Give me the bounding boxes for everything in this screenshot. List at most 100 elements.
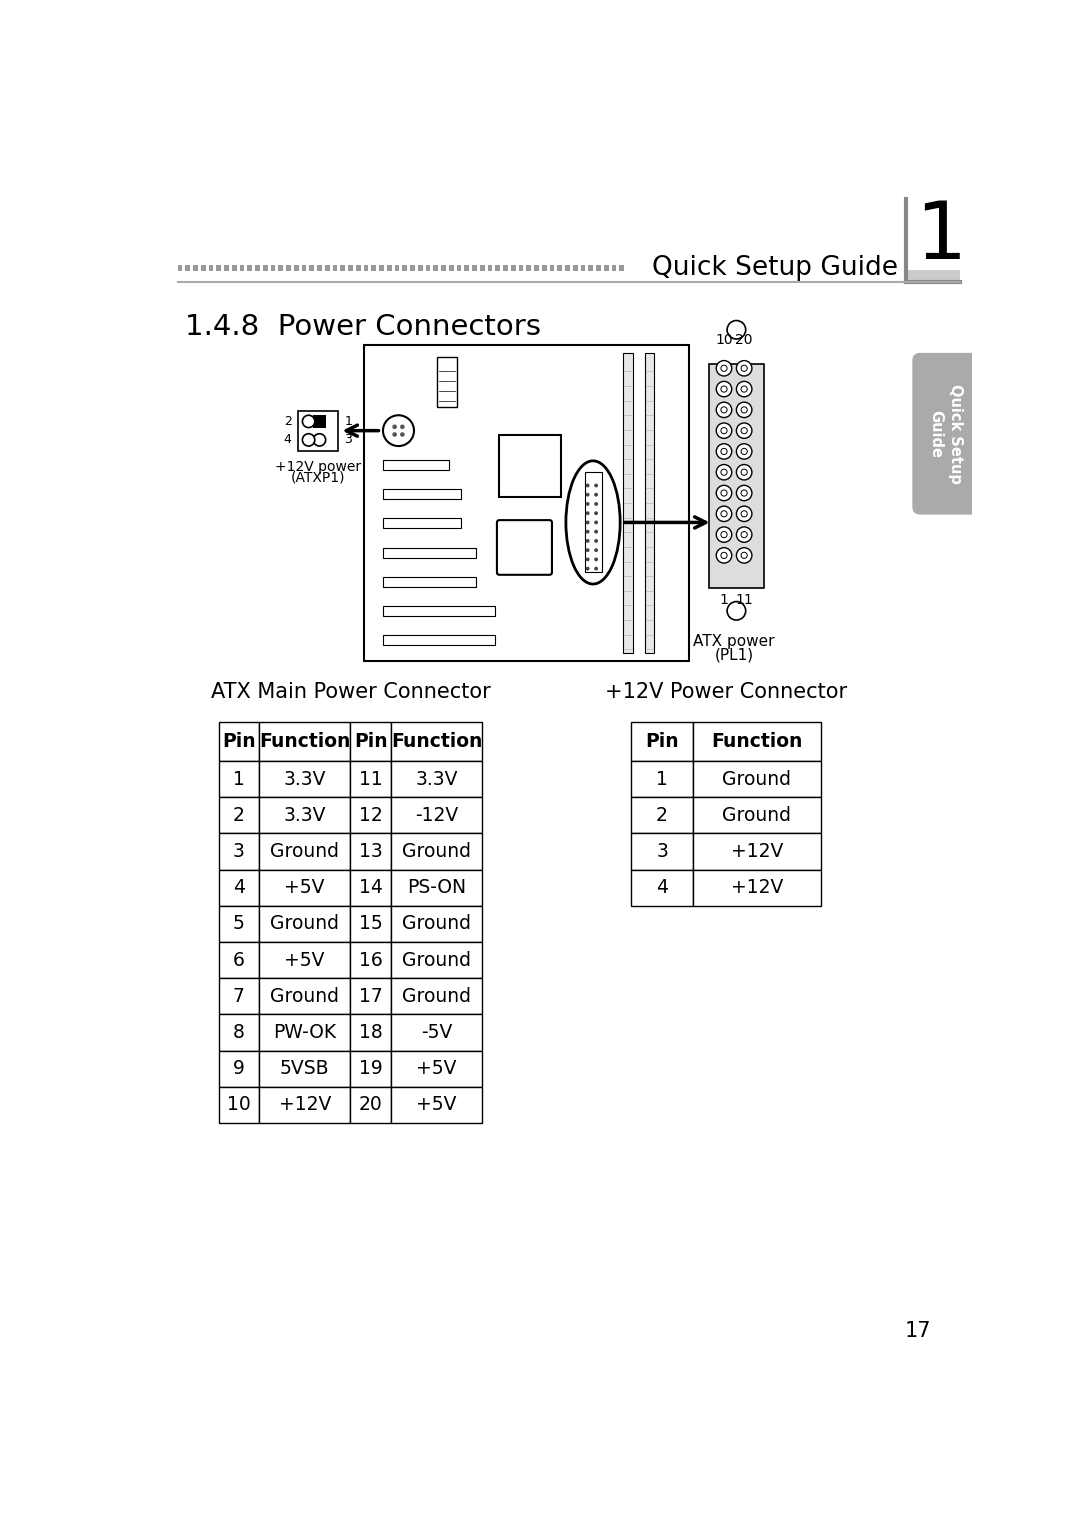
Circle shape: [721, 385, 727, 391]
Circle shape: [716, 528, 732, 543]
Circle shape: [737, 361, 752, 376]
Bar: [218, 723, 259, 761]
Text: Pin: Pin: [645, 732, 679, 751]
Bar: [259, 870, 350, 905]
Text: 10: 10: [227, 1095, 251, 1115]
Bar: [348, 265, 353, 271]
Bar: [255, 265, 260, 271]
Text: 1.4.8  Power Connectors: 1.4.8 Power Connectors: [186, 313, 541, 341]
Circle shape: [716, 443, 732, 459]
Bar: [391, 870, 482, 905]
Bar: [218, 1087, 259, 1122]
Circle shape: [392, 433, 397, 437]
Bar: [350, 761, 391, 797]
Circle shape: [383, 416, 414, 446]
Circle shape: [585, 558, 590, 561]
Text: +12V Power Connector: +12V Power Connector: [605, 682, 847, 702]
Circle shape: [302, 434, 314, 446]
Bar: [216, 265, 221, 271]
Bar: [259, 1014, 350, 1050]
Text: 3.3V: 3.3V: [415, 769, 458, 789]
Bar: [526, 265, 531, 271]
Bar: [232, 265, 237, 271]
Bar: [631, 797, 693, 833]
Circle shape: [737, 465, 752, 480]
Text: 2: 2: [233, 806, 245, 824]
Text: Ground: Ground: [723, 806, 792, 824]
Bar: [350, 870, 391, 905]
Bar: [426, 265, 430, 271]
Bar: [535, 265, 539, 271]
Text: PS-ON: PS-ON: [407, 878, 467, 898]
Circle shape: [594, 502, 598, 506]
Bar: [441, 265, 446, 271]
Bar: [372, 265, 376, 271]
Circle shape: [585, 511, 590, 515]
Bar: [259, 833, 350, 870]
Text: +5V: +5V: [284, 878, 325, 898]
Text: 1: 1: [719, 593, 728, 607]
Bar: [294, 265, 298, 271]
Bar: [379, 265, 383, 271]
Circle shape: [585, 540, 590, 543]
Text: 8: 8: [233, 1023, 245, 1041]
FancyBboxPatch shape: [913, 353, 978, 515]
Bar: [394, 265, 400, 271]
Bar: [383, 489, 460, 498]
Circle shape: [594, 483, 598, 488]
Bar: [218, 833, 259, 870]
Bar: [364, 346, 689, 661]
Text: Ground: Ground: [270, 914, 339, 933]
Text: 4: 4: [233, 878, 245, 898]
Bar: [298, 411, 338, 451]
Bar: [259, 1050, 350, 1087]
Bar: [271, 265, 275, 271]
Text: 19: 19: [359, 1060, 382, 1078]
Bar: [611, 265, 617, 271]
Bar: [550, 265, 554, 271]
Circle shape: [594, 567, 598, 570]
Bar: [906, 271, 960, 281]
Bar: [350, 905, 391, 942]
Text: 7: 7: [233, 986, 245, 1006]
Bar: [596, 265, 600, 271]
Bar: [383, 460, 449, 469]
Text: 3: 3: [345, 433, 352, 446]
Text: 3: 3: [233, 842, 245, 861]
Bar: [387, 265, 392, 271]
Bar: [410, 265, 415, 271]
Circle shape: [716, 506, 732, 521]
Bar: [391, 833, 482, 870]
Circle shape: [741, 532, 747, 538]
Bar: [208, 265, 213, 271]
Bar: [218, 761, 259, 797]
Text: Quick Setup
Guide: Quick Setup Guide: [928, 384, 962, 483]
Circle shape: [585, 549, 590, 552]
Text: 11: 11: [735, 593, 753, 607]
Bar: [503, 265, 508, 271]
Bar: [259, 979, 350, 1014]
Bar: [631, 723, 693, 761]
Text: Pin: Pin: [354, 732, 388, 751]
Text: ATX Main Power Connector: ATX Main Power Connector: [211, 682, 490, 702]
Bar: [391, 797, 482, 833]
Bar: [433, 265, 438, 271]
Bar: [177, 265, 183, 271]
Bar: [572, 265, 578, 271]
Bar: [480, 265, 485, 271]
Text: 15: 15: [359, 914, 382, 933]
Bar: [589, 265, 593, 271]
Text: 17: 17: [905, 1321, 931, 1341]
Circle shape: [716, 381, 732, 396]
Bar: [218, 905, 259, 942]
Text: Quick Setup Guide: Quick Setup Guide: [652, 255, 899, 281]
Circle shape: [741, 385, 747, 391]
Bar: [218, 942, 259, 979]
Text: 13: 13: [359, 842, 382, 861]
Bar: [186, 265, 190, 271]
Text: 2: 2: [284, 414, 292, 428]
Text: Ground: Ground: [270, 842, 339, 861]
Circle shape: [716, 485, 732, 500]
Circle shape: [721, 365, 727, 372]
Text: 10: 10: [715, 333, 733, 347]
